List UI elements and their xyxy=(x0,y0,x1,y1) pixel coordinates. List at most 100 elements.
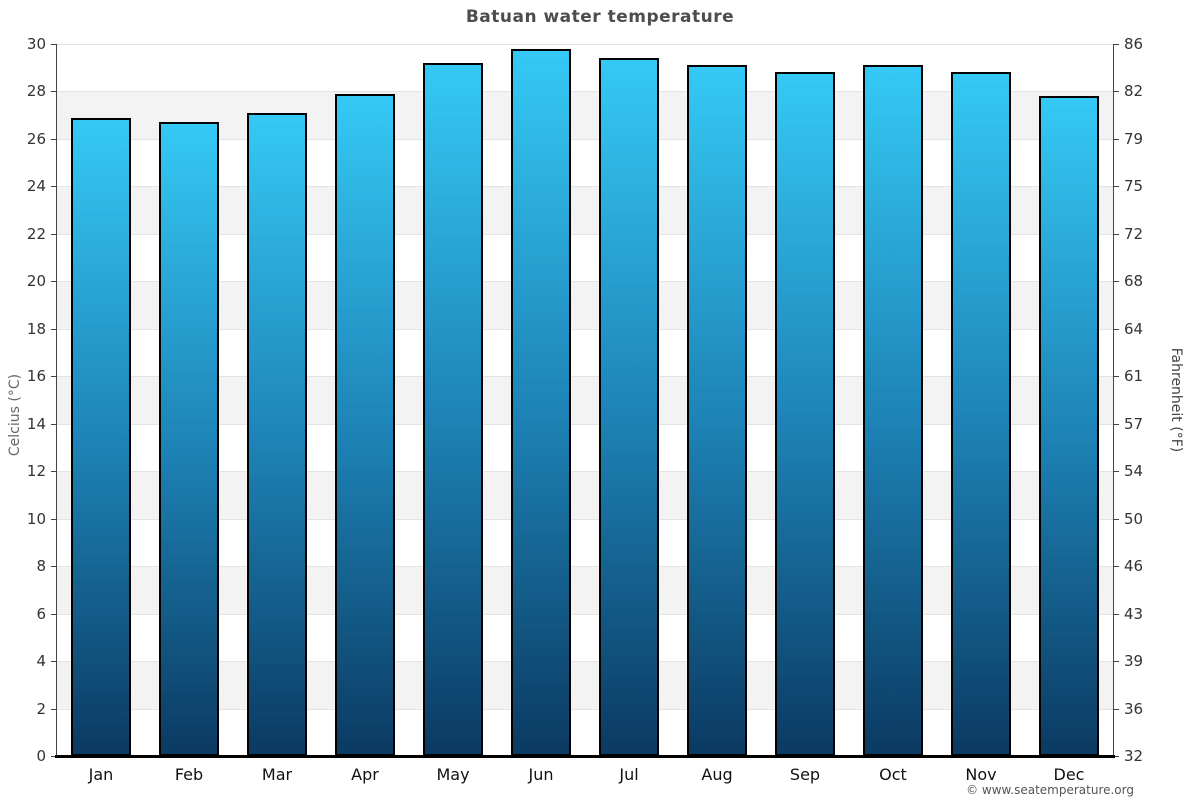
fahrenheit-tick-mark xyxy=(1114,518,1119,520)
celsius-tick-mark xyxy=(51,186,56,188)
background-band xyxy=(57,566,1113,614)
fahrenheit-tick-label: 86 xyxy=(1124,35,1144,53)
fahrenheit-tick-mark xyxy=(1114,613,1119,615)
celsius-tick-label: 6 xyxy=(36,604,46,623)
celsius-tick-mark xyxy=(51,44,56,45)
bar-aug[interactable] xyxy=(687,65,747,756)
celsius-tick-mark xyxy=(51,138,56,140)
background-band xyxy=(57,91,1113,139)
gridline xyxy=(57,186,1113,188)
celsius-tick-mark xyxy=(51,708,56,710)
celsius-tick-label: 8 xyxy=(36,557,46,576)
background-band xyxy=(57,708,1113,756)
background-band xyxy=(57,518,1113,567)
celsius-tick-label: 22 xyxy=(26,224,46,243)
gridline xyxy=(57,281,1113,283)
bar-oct[interactable] xyxy=(863,65,923,756)
fahrenheit-axis-title: Fahrenheit (°F) xyxy=(1168,347,1184,453)
bar-dec[interactable] xyxy=(1039,96,1099,756)
celsius-tick-label: 12 xyxy=(26,462,46,481)
bar-jan[interactable] xyxy=(71,117,131,756)
celsius-tick-label: 20 xyxy=(26,272,46,291)
gridline xyxy=(57,471,1113,473)
gridline xyxy=(57,566,1113,568)
fahrenheit-tick-label: 39 xyxy=(1124,652,1144,671)
celsius-tick-label: 28 xyxy=(26,82,46,101)
fahrenheit-tick-mark xyxy=(1114,708,1119,710)
celsius-tick-label: 18 xyxy=(26,319,46,338)
celsius-tick-mark xyxy=(51,518,56,520)
bar-feb[interactable] xyxy=(159,122,219,756)
fahrenheit-tick-mark xyxy=(1114,756,1119,757)
fahrenheit-tick-label: 79 xyxy=(1124,129,1144,148)
fahrenheit-tick-label: 68 xyxy=(1124,272,1144,291)
celsius-tick-mark xyxy=(51,376,56,378)
fahrenheit-tick-mark xyxy=(1114,328,1119,330)
background-band xyxy=(57,423,1113,472)
background-band xyxy=(57,661,1113,709)
background-band xyxy=(57,471,1113,519)
gridline xyxy=(57,91,1113,93)
month-label-sep: Sep xyxy=(789,765,821,784)
fahrenheit-tick-mark xyxy=(1114,233,1119,235)
left-axis-line xyxy=(56,44,57,756)
chart-title: Batuan water temperature xyxy=(465,7,735,27)
month-label-apr: Apr xyxy=(351,765,379,784)
fahrenheit-tick-label: 82 xyxy=(1124,82,1144,101)
gridline xyxy=(57,138,1113,140)
celsius-axis-title: Celcius (°C) xyxy=(7,373,23,457)
fahrenheit-tick-mark xyxy=(1114,423,1119,425)
fahrenheit-tick-mark xyxy=(1114,44,1119,45)
fahrenheit-tick-mark xyxy=(1114,376,1119,378)
bar-may[interactable] xyxy=(423,62,483,756)
bar-jun[interactable] xyxy=(511,48,571,756)
fahrenheit-tick-label: 50 xyxy=(1124,509,1144,528)
gridline xyxy=(57,613,1113,615)
fahrenheit-tick-mark xyxy=(1114,138,1119,140)
bar-apr[interactable] xyxy=(335,93,395,756)
celsius-tick-mark xyxy=(51,566,56,568)
fahrenheit-tick-label: 46 xyxy=(1124,557,1144,576)
background-band xyxy=(57,186,1113,234)
background-band xyxy=(57,328,1113,377)
bottom-axis-line xyxy=(55,755,1115,758)
fahrenheit-tick-label: 54 xyxy=(1124,462,1144,481)
plot-area xyxy=(57,44,1113,756)
fahrenheit-tick-label: 61 xyxy=(1124,367,1144,386)
fahrenheit-tick-mark xyxy=(1114,661,1119,663)
month-label-dec: Dec xyxy=(1053,765,1085,784)
month-label-jul: Jul xyxy=(619,765,639,784)
bar-nov[interactable] xyxy=(951,72,1011,756)
gridline xyxy=(57,423,1113,425)
celsius-tick-mark xyxy=(51,328,56,330)
gridline xyxy=(57,376,1113,378)
fahrenheit-tick-mark xyxy=(1114,186,1119,188)
background-band xyxy=(57,44,1113,92)
background-band xyxy=(57,281,1113,329)
gridline xyxy=(57,518,1113,520)
celsius-tick-label: 26 xyxy=(26,129,46,148)
background-band xyxy=(57,138,1113,187)
celsius-tick-label: 4 xyxy=(36,652,46,671)
celsius-tick-mark xyxy=(51,661,56,663)
right-axis-line xyxy=(1113,44,1114,756)
month-label-jan: Jan xyxy=(88,765,114,784)
month-label-aug: Aug xyxy=(701,765,733,784)
fahrenheit-tick-label: 32 xyxy=(1124,747,1144,765)
month-label-feb: Feb xyxy=(174,765,204,784)
fahrenheit-tick-mark xyxy=(1114,471,1119,473)
month-label-oct: Oct xyxy=(879,765,907,784)
background-band xyxy=(57,233,1113,282)
bar-sep[interactable] xyxy=(775,72,835,756)
celsius-tick-label: 2 xyxy=(36,699,46,718)
celsius-tick-label: 10 xyxy=(26,509,46,528)
bar-jul[interactable] xyxy=(599,58,659,756)
fahrenheit-tick-label: 75 xyxy=(1124,177,1144,196)
gridline xyxy=(57,661,1113,663)
gridline xyxy=(57,233,1113,235)
bar-mar[interactable] xyxy=(247,112,307,756)
fahrenheit-tick-mark xyxy=(1114,91,1119,93)
celsius-tick-mark xyxy=(51,233,56,235)
celsius-tick-label: 0 xyxy=(36,747,46,765)
